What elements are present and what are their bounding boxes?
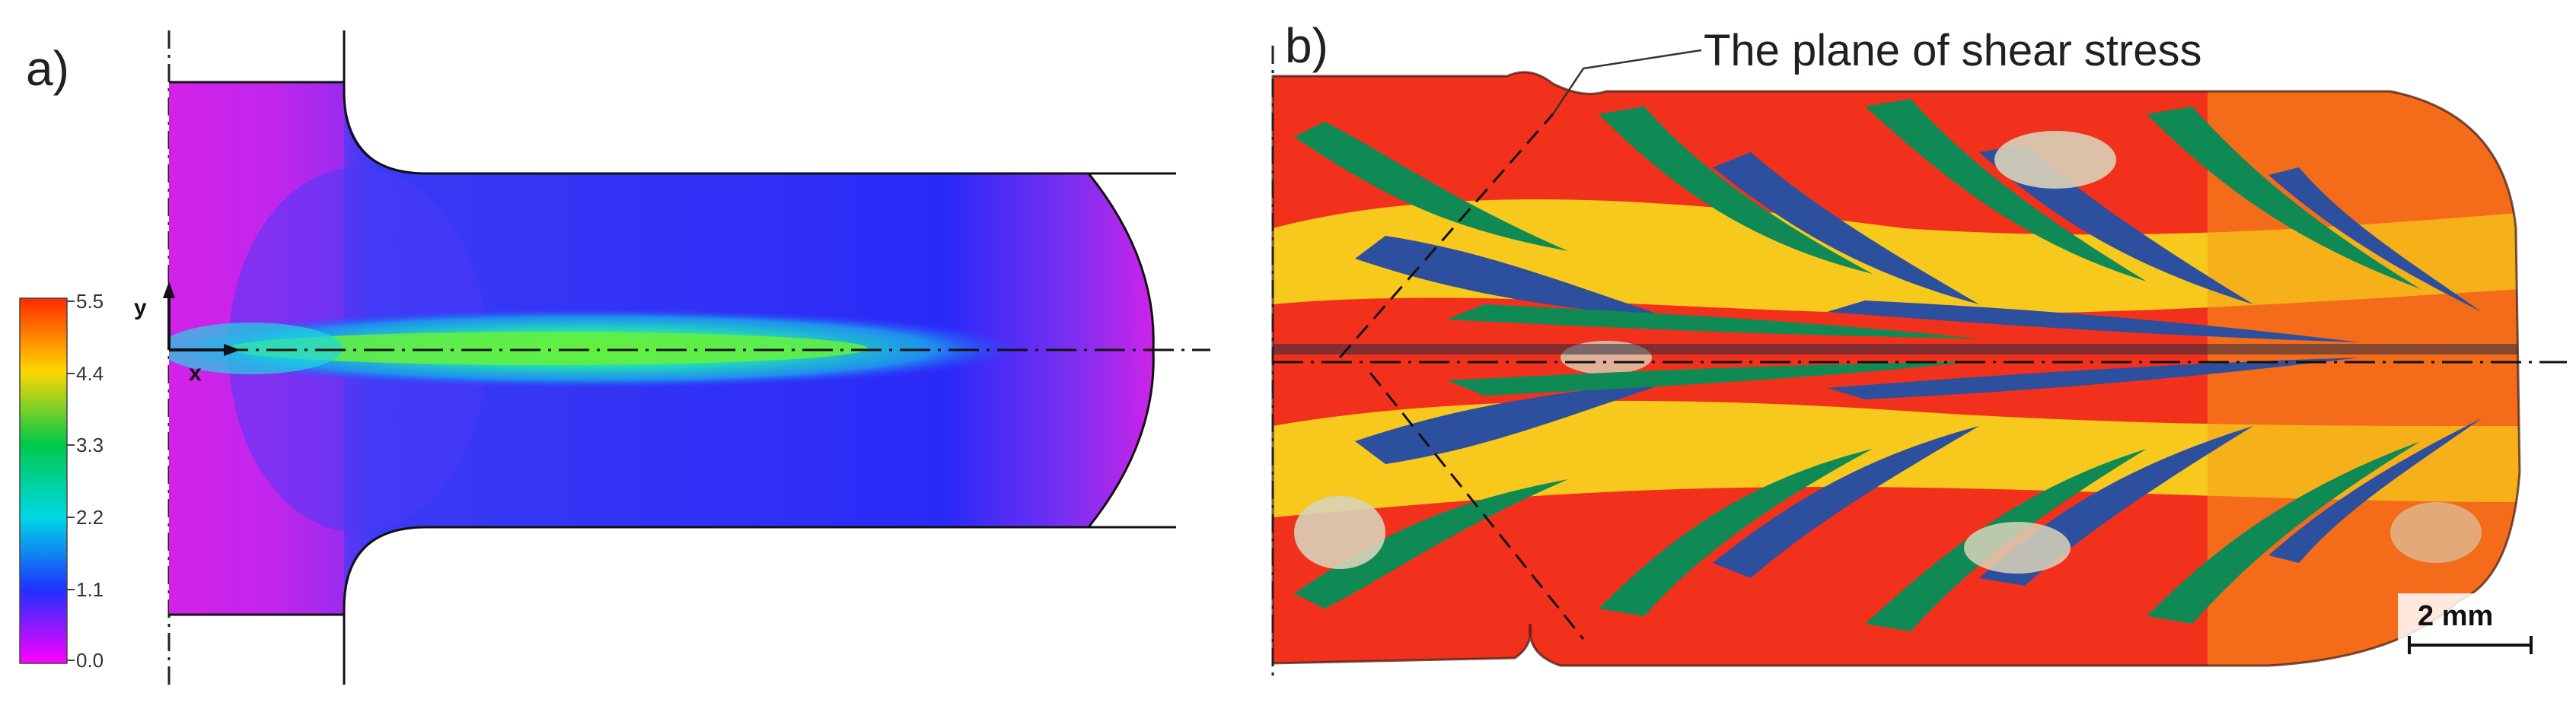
colorbar-tick-3-3: 3.3 [76, 434, 104, 456]
shear-plane-upper [1338, 113, 1554, 358]
colorbar-tick-5-5: 5.5 [76, 290, 104, 313]
panel-b-upper-flow-streaks [1294, 99, 2482, 374]
colorbar-tick-4-4: 4.4 [76, 362, 104, 385]
colorbar-tick-1-1: 1.1 [76, 578, 104, 601]
panel-a: a) y x [19, 30, 1210, 685]
panel-b-label-background [1276, 11, 1337, 68]
colorbar-ticks [67, 300, 75, 661]
colorbar-gradient [19, 297, 68, 664]
panel-b-outline [1271, 71, 2521, 667]
panel-b-label: b) [1285, 18, 1328, 73]
panel-b: b) The plane of shear stress 2 mm [1271, 11, 2567, 677]
shear-plane-annotation: The plane of shear stress [1704, 26, 2201, 75]
colorbar-tick-2-2: 2.2 [76, 506, 104, 529]
panel-a-axis-y-label: y [134, 295, 147, 320]
panel-a-axis-x-label: x [189, 361, 202, 386]
scale-bar-label: 2 mm [2418, 600, 2493, 632]
panel-a-coordinate-axes: y x [134, 281, 241, 386]
panel-a-label: a) [26, 41, 69, 96]
scale-bar: 2 mm [2398, 593, 2536, 654]
panel-b-specimen [1273, 72, 2520, 666]
colorbar-tick-0-0: 0.0 [76, 649, 104, 672]
panel-b-lower-flow-streaks [1294, 358, 2482, 631]
annotation-leader-line [1551, 49, 1702, 115]
panel-a-colorbar: 5.5 4.4 3.3 2.2 1.1 0.0 [19, 290, 104, 672]
shear-plane-lower [1369, 372, 1585, 640]
